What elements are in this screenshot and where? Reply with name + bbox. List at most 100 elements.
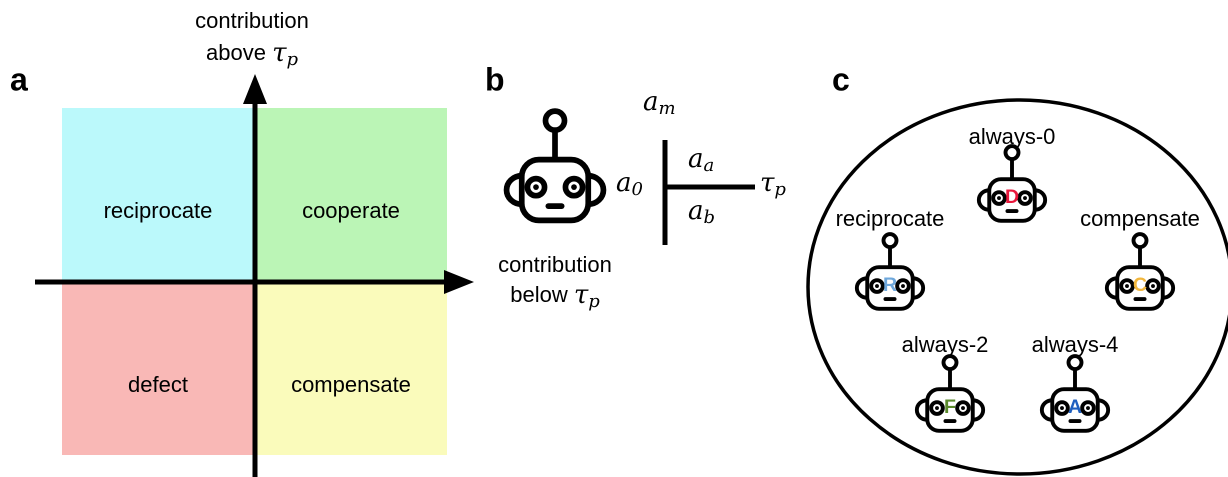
symbol-sub: p	[774, 179, 786, 200]
quadrant	[255, 108, 447, 281]
robot-label: always-4	[1032, 332, 1119, 357]
symbol: am	[643, 87, 676, 119]
robot-label: always-2	[902, 332, 989, 357]
antenna-tip	[1003, 144, 1021, 161]
ear	[854, 276, 868, 300]
label-word: above	[206, 40, 266, 65]
symbol-sub: p	[286, 49, 298, 70]
panel-a: a contribution above τp reciprocate coope…	[10, 8, 474, 477]
eye	[1145, 278, 1161, 294]
pupil	[935, 406, 939, 410]
ear	[972, 398, 986, 422]
robot-letter: R	[883, 274, 897, 296]
y-axis-label: above τp	[206, 38, 298, 70]
pupil	[997, 196, 1001, 200]
pupil	[1125, 284, 1129, 288]
symbol-base: a	[643, 87, 659, 117]
ear	[976, 188, 990, 212]
antenna-tip	[941, 354, 959, 371]
y-axis-arrow	[243, 74, 267, 104]
symbol-base: τ	[760, 168, 775, 198]
pupil	[571, 184, 577, 190]
symbol-sub: a	[704, 155, 715, 176]
ear	[1039, 398, 1053, 422]
pupil	[1151, 284, 1155, 288]
quadrant	[62, 108, 254, 281]
pupil	[533, 184, 539, 190]
label-word: below	[510, 282, 568, 307]
x-axis-label: contribution	[498, 252, 612, 277]
ear	[912, 276, 926, 300]
ear	[503, 172, 522, 208]
eye	[1119, 278, 1135, 294]
panel-label: c	[832, 61, 850, 97]
robot: D	[976, 144, 1048, 223]
robot: C	[1104, 232, 1176, 311]
symbol-sub: m	[659, 98, 676, 119]
ear	[1097, 398, 1111, 422]
y-axis-label: contribution	[195, 8, 309, 33]
quadrant-label: reciprocate	[104, 198, 213, 223]
eye	[1017, 190, 1033, 206]
symbol: aa	[688, 144, 714, 176]
panel-label: a	[10, 61, 28, 97]
ear	[914, 398, 928, 422]
pupil	[1023, 196, 1027, 200]
symbol: τ	[272, 38, 287, 68]
robot-label: always-0	[969, 124, 1056, 149]
quadrant-label: compensate	[291, 372, 411, 397]
eye	[1054, 400, 1070, 416]
symbol: a0	[616, 168, 643, 200]
symbol-sub: b	[704, 207, 716, 228]
ear	[1034, 188, 1048, 212]
head	[1115, 265, 1165, 311]
antenna-tip	[542, 108, 568, 133]
robot: R	[854, 232, 926, 311]
antenna-tip	[1131, 232, 1149, 249]
panel-label: b	[485, 61, 505, 97]
head	[987, 177, 1037, 223]
pupil	[961, 406, 965, 410]
eye	[955, 400, 971, 416]
ear	[1162, 276, 1176, 300]
robot	[503, 108, 607, 224]
panel-b: b am aa a0 ab τp contribution below τp	[485, 61, 786, 312]
ear	[1104, 276, 1118, 300]
symbol-sub: 0	[632, 179, 643, 200]
symbol-base: a	[688, 196, 704, 226]
antenna-tip	[1066, 354, 1084, 371]
robot-letter: F	[944, 396, 956, 418]
eye	[562, 175, 586, 199]
ear	[588, 172, 607, 208]
symbol: τp	[760, 168, 786, 200]
eye	[991, 190, 1007, 206]
robot: F	[914, 354, 986, 433]
head	[518, 156, 592, 224]
antenna-tip	[881, 232, 899, 249]
pupil	[901, 284, 905, 288]
symbol-sub: p	[588, 291, 600, 312]
head	[865, 265, 915, 311]
quadrant-label: defect	[128, 372, 188, 397]
pupil	[1086, 406, 1090, 410]
eye	[869, 278, 885, 294]
eye	[1080, 400, 1096, 416]
quadrant-label: cooperate	[302, 198, 400, 223]
robot-letter: D	[1005, 186, 1019, 208]
x-axis-arrow	[444, 270, 474, 294]
robot-label: compensate	[1080, 206, 1200, 231]
robot: A	[1039, 354, 1111, 433]
symbol: τ	[574, 280, 589, 310]
head	[925, 387, 975, 433]
quadrant	[255, 282, 447, 455]
population-circle	[806, 98, 1228, 476]
symbol: ab	[688, 196, 715, 228]
symbol-base: a	[688, 144, 704, 174]
robot-label: reciprocate	[836, 206, 945, 231]
eye	[524, 175, 548, 199]
pupil	[1060, 406, 1064, 410]
robot-letter: A	[1068, 396, 1082, 418]
eye	[895, 278, 911, 294]
head	[1050, 387, 1100, 433]
